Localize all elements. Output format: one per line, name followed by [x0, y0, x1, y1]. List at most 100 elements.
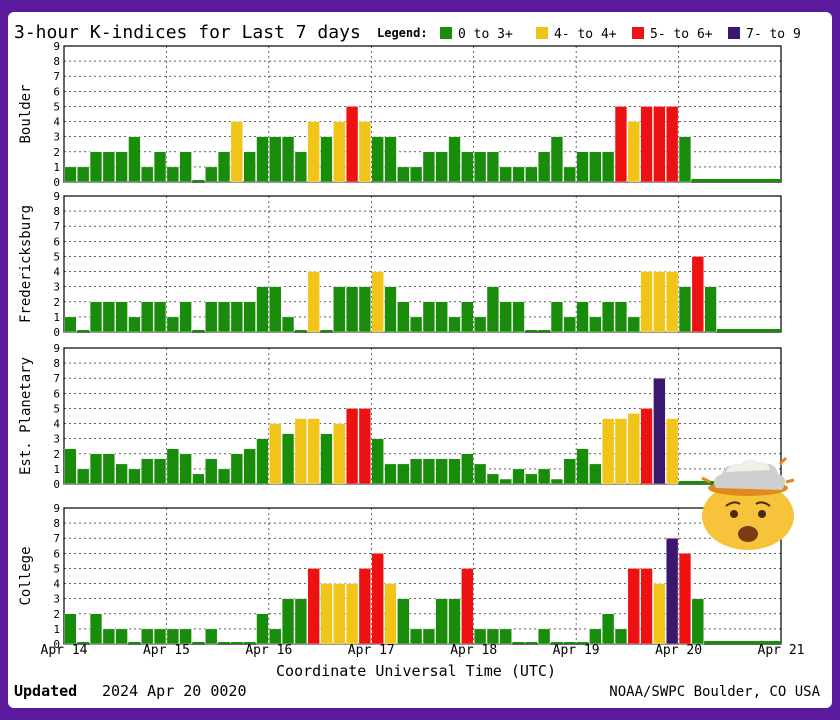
kp-bar	[281, 598, 295, 645]
y-tick-label: 8	[53, 517, 60, 530]
kp-bar	[89, 301, 103, 333]
legend-swatch-purple	[728, 27, 740, 39]
kp-bar	[281, 433, 295, 485]
x-tick-label: Apr 16	[245, 643, 292, 658]
kp-bar	[205, 166, 218, 183]
kp-bar	[538, 151, 551, 183]
legend-label: Legend:	[377, 26, 428, 40]
kp-bar	[77, 642, 90, 644]
y-tick-label: 8	[53, 205, 60, 218]
kp-bar	[602, 151, 615, 183]
kp-bar	[551, 642, 563, 644]
kp-bar	[115, 628, 128, 645]
kp-bar	[102, 301, 115, 333]
kp-bar	[666, 271, 679, 333]
kp-bar	[499, 628, 512, 645]
kp-bar	[179, 628, 192, 645]
panels: 0 1 2 3 4 5 6 7 8 9 Boulder 0 1 2 3 4 5 6 7 8 9 Fredericksbur…	[18, 40, 782, 651]
kp-bar	[307, 568, 320, 645]
kp-bar	[218, 642, 230, 644]
y-tick-label: 1	[53, 623, 60, 636]
x-axis-ticks: Apr 14 Apr 15 Apr 16 Apr 17 Apr 18 Apr 19 Apr …	[41, 643, 805, 658]
kp-bar	[128, 136, 141, 183]
kp-bar	[345, 106, 359, 183]
y-tick-label: 6	[53, 235, 60, 248]
kp-bar	[166, 628, 179, 645]
legend-label-yellow: 4- to 4+	[554, 27, 617, 42]
kp-bar	[640, 568, 653, 645]
kp-bar	[653, 583, 666, 645]
kp-bar	[550, 136, 564, 183]
kp-bar	[358, 286, 371, 333]
kp-bar	[115, 301, 128, 333]
source-credit: NOAA/SWPC Boulder, CO USA	[609, 684, 820, 700]
kp-bar	[666, 106, 679, 183]
kp-bar	[269, 423, 282, 485]
y-tick-label: 0	[53, 326, 60, 339]
kp-bar	[89, 613, 103, 645]
kp-bar	[461, 151, 474, 183]
panel-fredericksburg: 0 1 2 3 4 5 6 7 8 9 Fredericksburg	[18, 190, 782, 339]
kp-bar	[525, 473, 538, 485]
kp-bar	[589, 316, 602, 333]
kp-bar	[627, 121, 640, 183]
legend-swatch-red	[632, 27, 644, 39]
kp-bar	[640, 408, 653, 485]
y-tick-label: 7	[53, 532, 60, 545]
kp-bar	[474, 628, 487, 645]
y-tick-label: 1	[53, 311, 60, 324]
y-tick-label: 4	[53, 116, 60, 129]
y-tick-label: 6	[53, 85, 60, 98]
kp-bar	[614, 418, 628, 485]
kp-bar	[320, 136, 333, 183]
kp-bar	[448, 316, 461, 333]
kp-bar	[627, 568, 640, 645]
kp-bar	[538, 628, 551, 645]
kp-bar	[384, 583, 397, 645]
kp-bar	[166, 166, 179, 183]
kp-bar	[77, 166, 90, 183]
kp-bar	[333, 423, 346, 485]
kp-bar	[589, 151, 602, 183]
kp-bar	[102, 453, 115, 485]
x-tick-label: Apr 15	[143, 643, 190, 658]
kp-bar	[166, 316, 179, 333]
station-label: Fredericksburg	[18, 205, 34, 323]
kp-bar	[653, 271, 666, 333]
kp-bar	[345, 583, 359, 645]
x-tick-label: Apr 18	[450, 643, 497, 658]
kp-bar	[230, 301, 243, 333]
y-tick-label: 9	[53, 40, 60, 53]
kp-bar	[614, 301, 628, 333]
kp-bar	[499, 478, 512, 485]
kp-bar	[589, 463, 602, 485]
kp-bar	[307, 121, 320, 183]
y-tick-label: 4	[53, 418, 60, 431]
kp-bar	[333, 286, 346, 333]
kp-bar	[192, 330, 205, 332]
x-axis-title: Coordinate Universal Time (UTC)	[276, 662, 556, 680]
kp-bar	[678, 136, 692, 183]
kp-bar	[230, 453, 243, 485]
kp-bar	[153, 301, 167, 333]
station-label: Boulder	[18, 84, 34, 143]
kp-bar	[217, 468, 231, 485]
y-tick-label: 6	[53, 547, 60, 560]
kp-bar	[345, 408, 359, 485]
kp-bar	[102, 151, 115, 183]
kp-bar	[179, 151, 192, 183]
kp-bar	[320, 433, 333, 485]
updated-label: Updated	[14, 682, 77, 700]
y-tick-label: 4	[53, 578, 60, 591]
panel-boulder: 0 1 2 3 4 5 6 7 8 9 Boulder	[18, 40, 782, 189]
kp-bar	[102, 628, 115, 645]
kp-bar	[525, 642, 538, 644]
kp-bar	[230, 121, 243, 183]
kp-bar	[666, 418, 679, 485]
kp-bar	[243, 301, 256, 333]
kp-bar	[461, 568, 474, 645]
y-tick-label: 3	[53, 433, 60, 446]
kp-bar	[409, 628, 423, 645]
kp-bar	[691, 598, 704, 645]
y-tick-label: 9	[53, 502, 60, 515]
